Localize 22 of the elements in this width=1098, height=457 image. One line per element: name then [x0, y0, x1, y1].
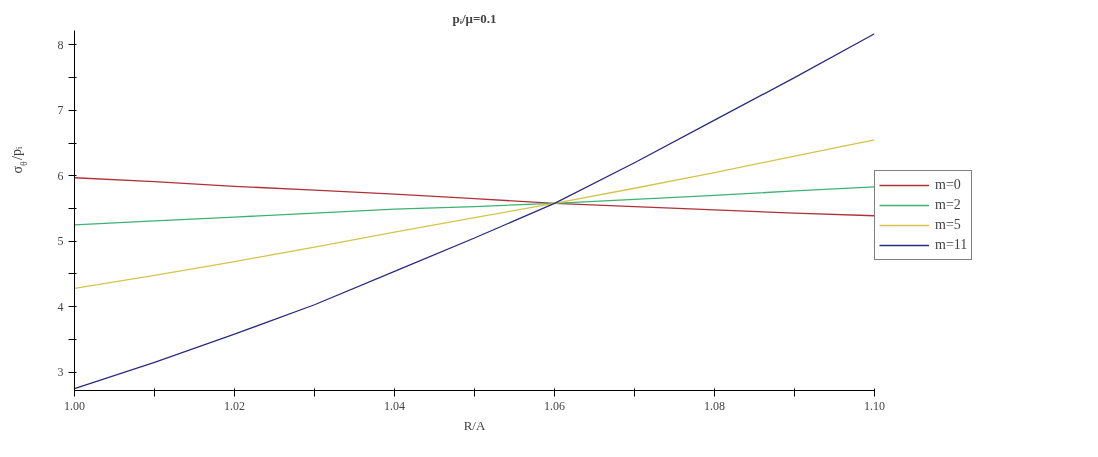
x-tick-label: 1.08 [704, 398, 725, 413]
y-axis-title: σθ/pᵢ [9, 146, 29, 174]
y-tick-label: 7 [57, 103, 64, 118]
x-tick-label: 1.10 [864, 398, 885, 413]
line-series [74, 177, 875, 217]
y-tick-label: 5 [57, 234, 64, 249]
legend-label: m=0 [935, 177, 961, 193]
x-tick-label: 1.00 [64, 398, 85, 413]
y-tick-label: 4 [57, 299, 64, 314]
legend-label: m=11 [935, 237, 968, 253]
chart-title: pᵢ/μ=0.1 [452, 10, 497, 26]
x-tick-label: 1.02 [224, 398, 245, 413]
line-series [74, 139, 875, 290]
x-axis-title: R/A [463, 417, 486, 433]
x-tick-label: 1.06 [544, 398, 565, 413]
y-tick-label: 8 [57, 37, 64, 52]
legend-label: m=2 [935, 197, 961, 213]
y-tick-label: 6 [57, 168, 64, 183]
y-tick-label: 3 [57, 365, 64, 380]
line-series [74, 186, 875, 226]
x-tick-label: 1.04 [384, 398, 405, 413]
legend-label: m=5 [935, 217, 961, 233]
